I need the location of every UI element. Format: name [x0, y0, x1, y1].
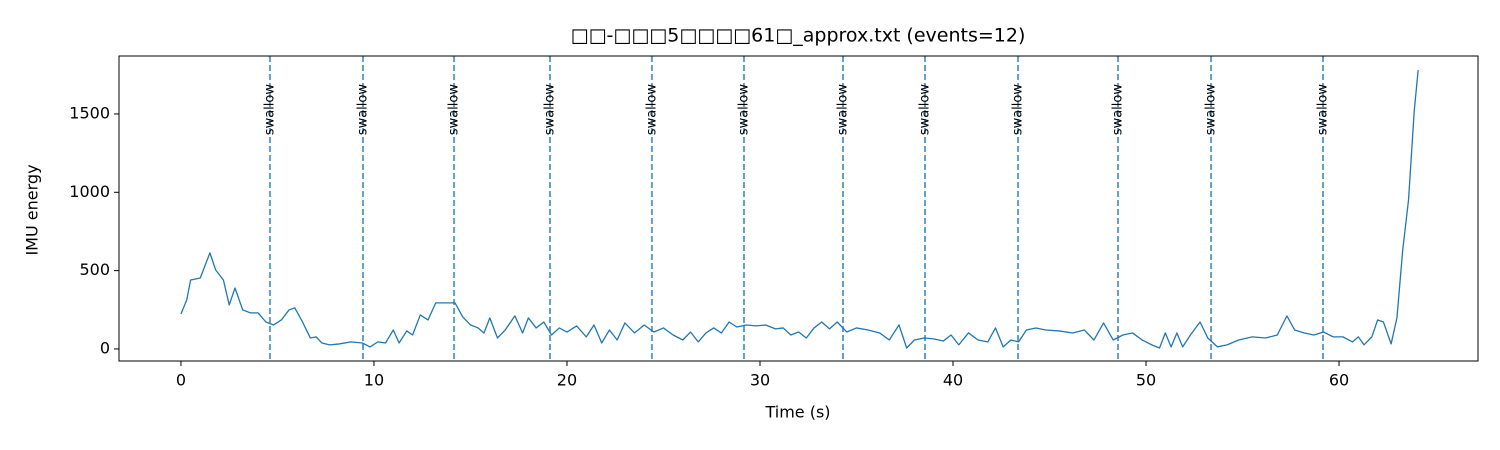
event-label: swallow [1111, 84, 1126, 136]
event-label: swallow [355, 84, 370, 136]
x-tick-label: 20 [557, 371, 577, 390]
event-label: swallow [447, 84, 462, 136]
x-tick-label: 60 [1329, 371, 1349, 390]
x-tick-label: 50 [1136, 371, 1156, 390]
plot-frame [118, 55, 1479, 362]
event-label: swallow [542, 84, 557, 136]
x-tick-label: 30 [750, 371, 770, 390]
event-label: swallow [1011, 84, 1026, 136]
event-label: swallow [736, 84, 751, 136]
x-tick-label: 0 [176, 371, 186, 390]
event-label: swallow [262, 84, 277, 136]
x-axis-label: Time (s) [764, 403, 830, 422]
event-label: swallow [1204, 84, 1219, 136]
event-label: swallow [835, 84, 850, 136]
x-tick-label: 10 [364, 371, 384, 390]
data-line [180, 70, 1419, 349]
event-label: swallow [1316, 84, 1331, 136]
chart-title: □□-□□□5□□□□61□_approx.txt (events=12) [571, 25, 1026, 47]
y-tick-label: 1000 [69, 182, 110, 201]
y-tick-label: 1500 [69, 103, 110, 122]
event-label: swallow [644, 84, 659, 136]
y-tick-label: 500 [79, 260, 110, 279]
y-tick-label: 0 [100, 338, 110, 357]
event-label: swallow [918, 84, 933, 136]
x-tick-label: 40 [943, 371, 963, 390]
y-axis-label: IMU energy [23, 164, 42, 255]
